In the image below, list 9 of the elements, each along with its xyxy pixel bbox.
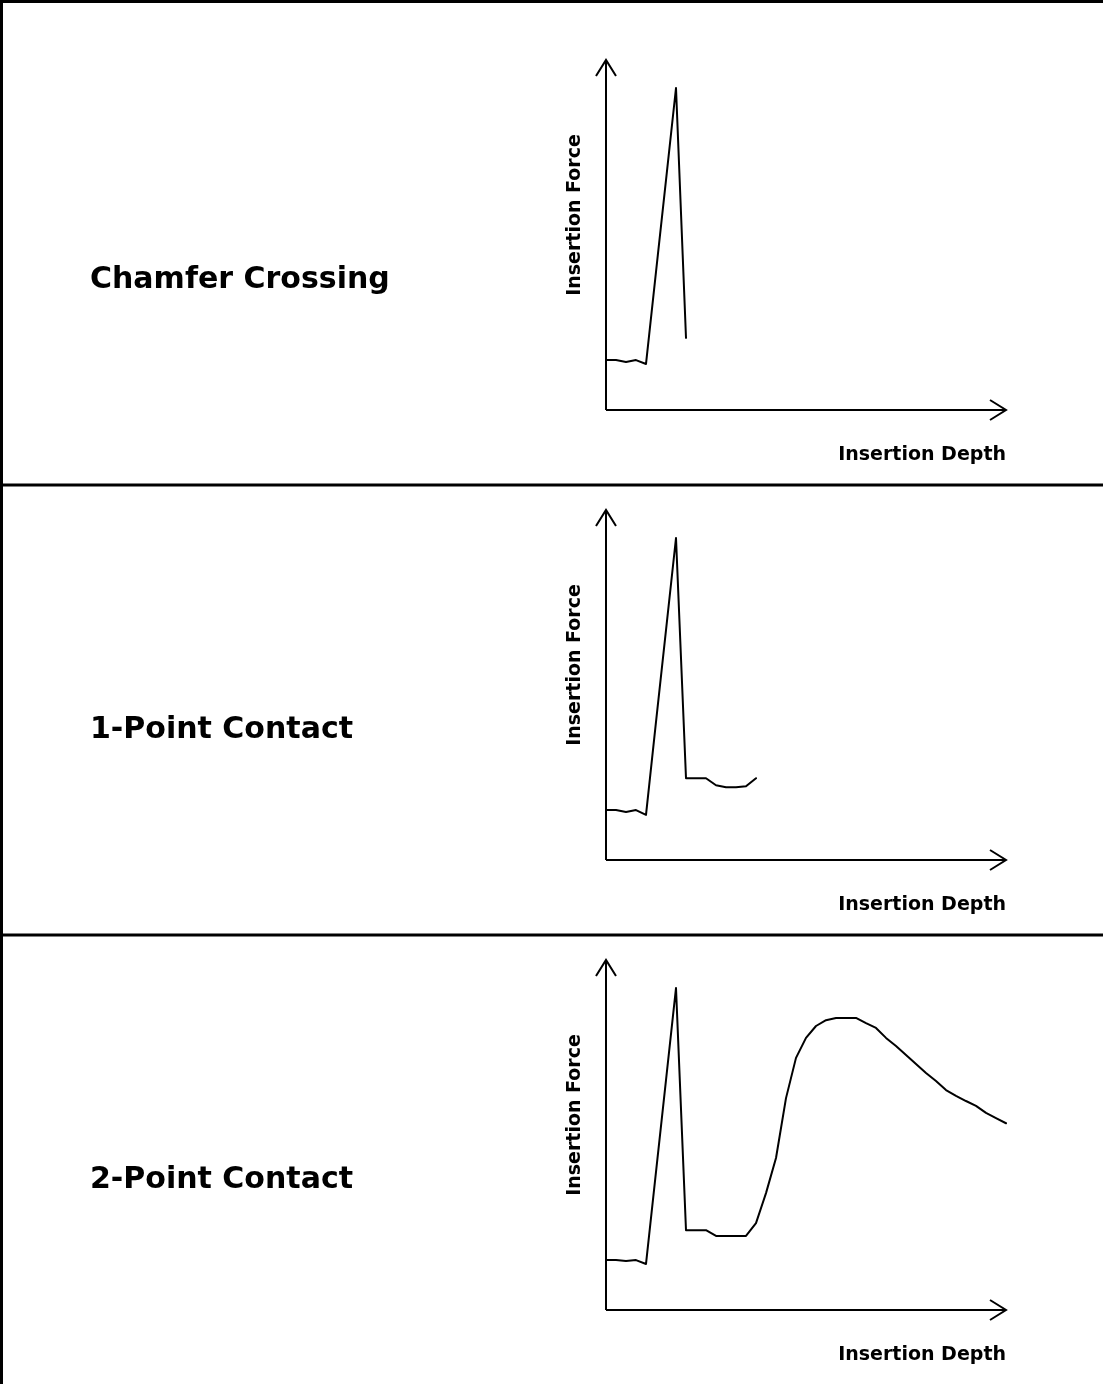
y-axis-title: Insertion Force xyxy=(562,134,584,296)
text: 1-Point Contact xyxy=(90,710,354,745)
y-axis-title: Insertion Force xyxy=(562,584,584,746)
y-axis-title: Insertion Force xyxy=(562,1034,584,1196)
text: 2-Point Contact xyxy=(90,1160,354,1195)
x-axis-title: Insertion Depth xyxy=(838,1342,1006,1364)
text: Chamfer Crossing xyxy=(90,260,390,295)
x-axis-title: Insertion Depth xyxy=(838,442,1006,464)
x-axis-title: Insertion Depth xyxy=(838,892,1006,914)
